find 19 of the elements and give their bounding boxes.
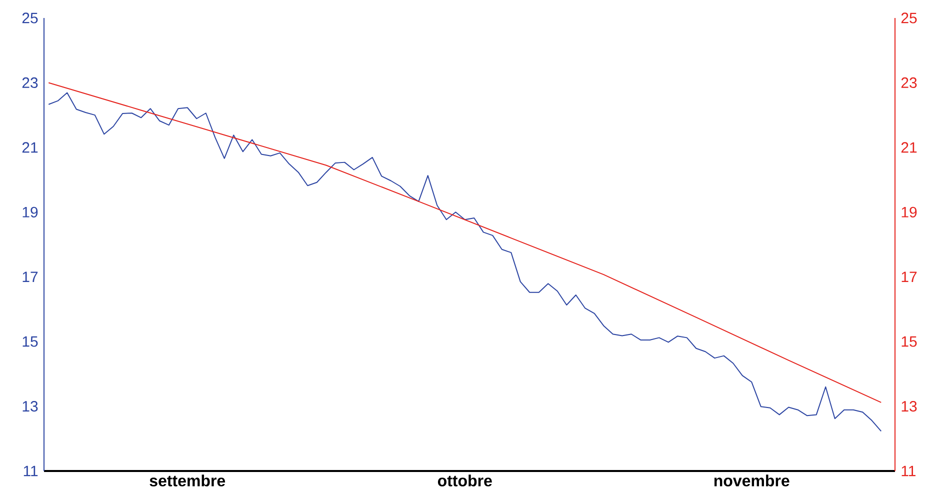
y2-tick-label: 23 — [901, 77, 917, 88]
y2-tick-label: 19 — [902, 206, 917, 218]
y-tick-label: 21 — [22, 142, 38, 153]
y2-tick-label: 17 — [902, 272, 917, 282]
y-tick-label: 17 — [22, 272, 38, 282]
y2-tick-label: 25 — [901, 12, 917, 24]
y2-tick-label: 13 — [902, 400, 917, 412]
y-tick-label: 13 — [22, 400, 38, 412]
y-tick-label: 11 — [24, 466, 38, 476]
y2-tick-label: 11 — [902, 466, 916, 476]
y2-tick-label: 15 — [902, 336, 917, 347]
y2-tick-label: 21 — [901, 142, 917, 153]
y-tick-label: 25 — [22, 12, 38, 24]
x-tick-label: novembre — [714, 474, 790, 486]
y-tick-label: 19 — [22, 206, 38, 218]
y-tick-label: 23 — [22, 77, 38, 88]
y-tick-label: 15 — [22, 336, 38, 347]
x-tick-label: settembre — [150, 474, 226, 486]
x-tick-label: ottobre — [438, 474, 492, 486]
